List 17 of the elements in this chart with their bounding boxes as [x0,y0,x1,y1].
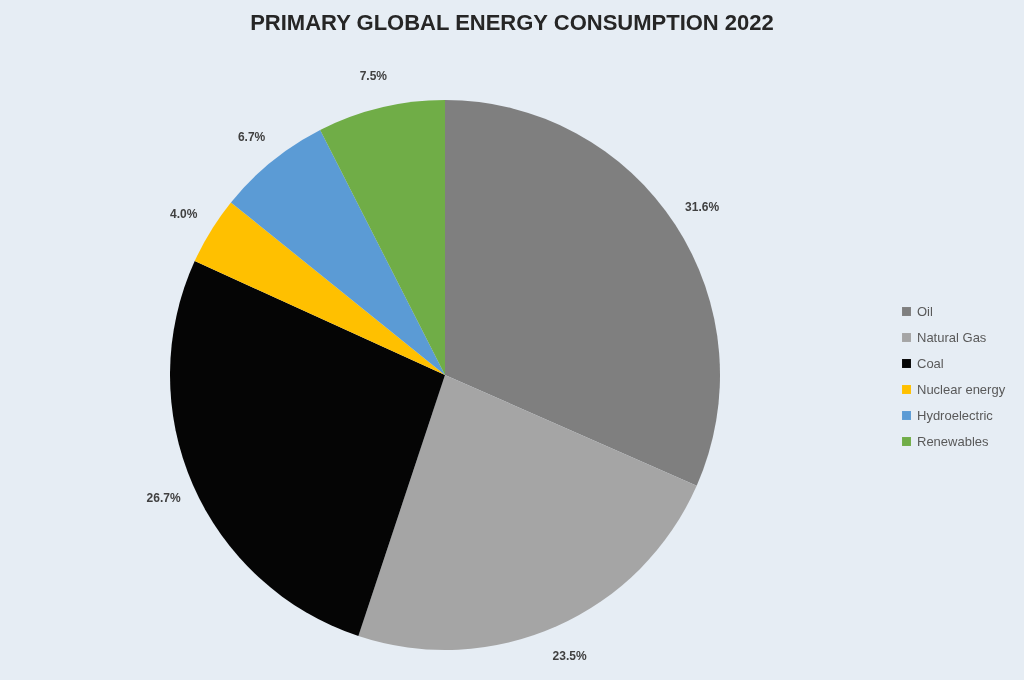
legend-label: Natural Gas [917,329,987,345]
pie-slice [230,129,445,375]
data-label: 31.6% [685,200,720,215]
legend-label: Hydroelectric [917,407,994,423]
data-label: 6.7% [237,129,266,144]
pie-slice [358,375,697,650]
data-label: 26.7% [146,490,181,505]
legend-label: Nuclear energy [917,381,1006,397]
legend-label: Oil [917,303,933,319]
legend-label: Renewables [917,433,990,449]
data-label: 7.5% [359,69,388,84]
data-label: 23.5% [552,648,587,663]
pie-slice [445,100,720,486]
chart-title: PRIMARY GLOBAL ENERGY CONSUMPTION 2022 [250,10,774,35]
legend-label: Coal [917,355,944,371]
data-label: 4.0% [170,206,198,221]
pie-slice [320,100,445,375]
